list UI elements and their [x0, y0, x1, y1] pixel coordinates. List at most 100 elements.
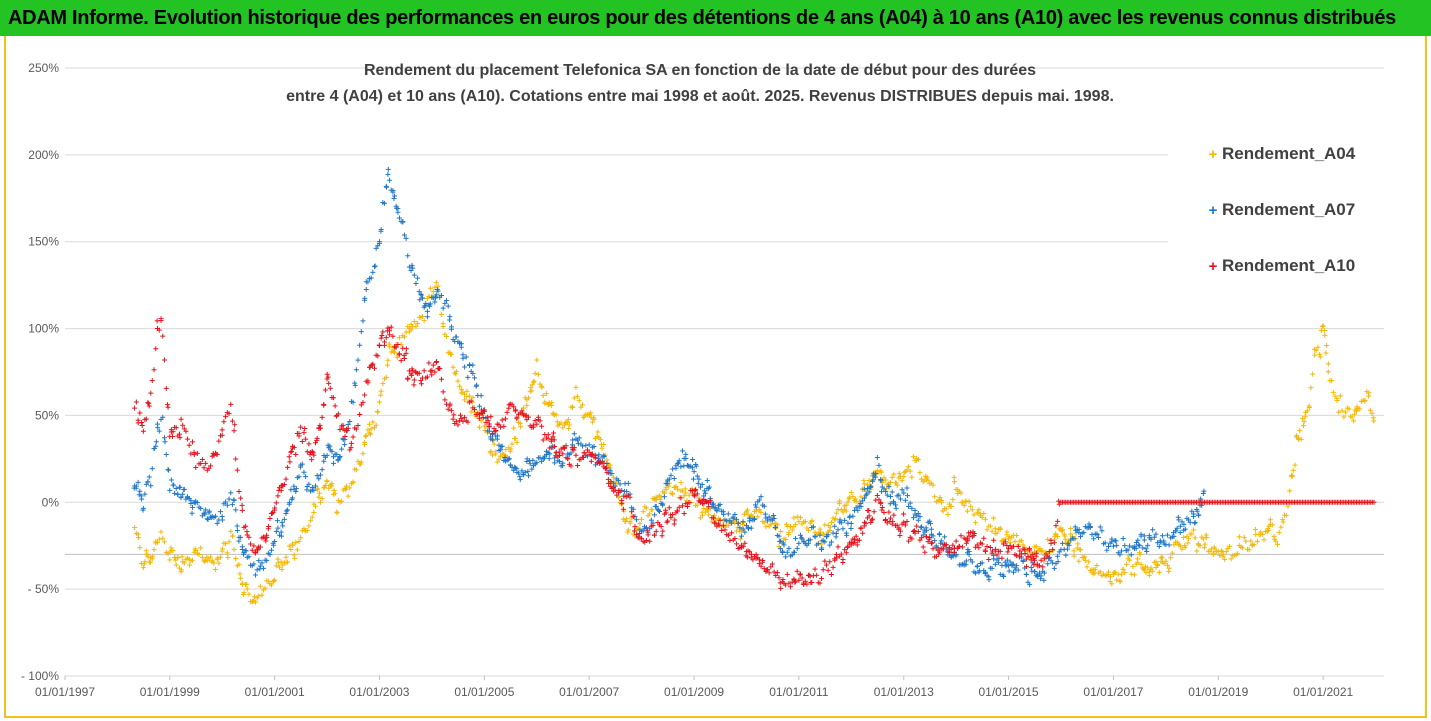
data-point	[1236, 534, 1242, 540]
data-point	[1006, 534, 1012, 540]
data-point	[291, 552, 297, 558]
data-point	[834, 555, 840, 561]
data-point	[630, 506, 636, 512]
data-point	[319, 467, 325, 473]
data-point	[532, 370, 538, 376]
data-point	[953, 538, 959, 544]
data-point	[552, 444, 558, 450]
data-point	[525, 468, 531, 474]
data-point	[272, 577, 278, 583]
data-point	[474, 382, 480, 388]
data-point	[1006, 568, 1012, 574]
data-point	[422, 303, 428, 309]
data-point	[906, 464, 912, 470]
data-point	[1160, 533, 1166, 539]
data-point	[367, 421, 373, 427]
data-point	[1102, 540, 1108, 546]
data-point	[467, 393, 473, 399]
data-point	[502, 416, 508, 422]
data-point	[203, 460, 209, 466]
data-point	[244, 529, 250, 535]
data-point	[858, 494, 864, 500]
data-point	[652, 512, 658, 518]
data-point	[429, 372, 435, 378]
data-point	[319, 414, 325, 420]
data-point	[537, 455, 543, 461]
data-point	[259, 560, 265, 566]
data-point	[1127, 543, 1133, 549]
data-point	[670, 511, 676, 517]
data-point	[342, 486, 348, 492]
data-point	[797, 532, 803, 538]
data-point	[396, 335, 402, 341]
data-point	[678, 480, 684, 486]
legend-item-a04: + Rendement_A04	[1206, 142, 1356, 166]
data-point	[925, 539, 931, 545]
data-point	[1022, 551, 1028, 557]
data-point	[699, 512, 705, 518]
data-point	[321, 402, 327, 408]
data-point	[550, 434, 556, 440]
data-point	[950, 497, 956, 503]
data-point	[313, 503, 319, 509]
data-point	[254, 567, 260, 573]
data-point	[462, 414, 468, 420]
data-point	[357, 412, 363, 418]
data-point	[344, 483, 350, 489]
data-point	[734, 528, 740, 534]
data-point	[155, 425, 161, 431]
data-point	[166, 467, 172, 473]
data-point	[155, 539, 161, 545]
data-point	[326, 380, 332, 386]
data-point	[509, 401, 515, 407]
data-point	[149, 466, 155, 472]
x-tick-label: 01/01/2001	[245, 685, 305, 699]
data-point	[236, 538, 242, 544]
data-point	[502, 455, 508, 461]
data-point	[886, 484, 892, 490]
data-point	[744, 507, 750, 513]
data-point	[729, 520, 735, 526]
data-point	[1141, 533, 1147, 539]
data-point	[1014, 563, 1020, 569]
data-point	[331, 487, 337, 493]
data-point	[1323, 350, 1329, 356]
data-point	[310, 450, 316, 456]
data-point	[471, 407, 477, 413]
data-point	[1108, 574, 1114, 580]
data-point	[1163, 558, 1169, 564]
data-point	[844, 544, 850, 550]
data-point	[771, 512, 777, 518]
data-point	[573, 384, 579, 390]
data-point	[173, 486, 179, 492]
data-point	[337, 427, 343, 433]
data-point	[1200, 491, 1206, 497]
data-point	[930, 482, 936, 488]
data-point	[519, 408, 525, 414]
data-point	[878, 499, 884, 505]
data-point	[543, 391, 549, 397]
data-point	[281, 516, 287, 522]
x-tick-label: 01/01/1997	[35, 685, 95, 699]
data-point	[891, 471, 897, 477]
data-point	[1273, 538, 1279, 544]
data-point	[514, 439, 520, 445]
data-point	[499, 443, 505, 449]
data-point	[886, 509, 892, 515]
data-point	[772, 525, 778, 531]
data-point	[189, 557, 195, 563]
data-point	[455, 422, 461, 428]
data-point	[434, 286, 440, 292]
data-point	[647, 511, 653, 517]
data-point	[539, 384, 545, 390]
data-point	[470, 362, 476, 368]
data-point	[776, 575, 782, 581]
data-point	[401, 334, 407, 340]
data-point	[637, 530, 643, 536]
data-point	[487, 450, 493, 456]
data-point	[506, 455, 512, 461]
data-point	[597, 436, 603, 442]
data-point	[299, 438, 305, 444]
data-point	[694, 473, 700, 479]
data-point	[854, 542, 860, 548]
